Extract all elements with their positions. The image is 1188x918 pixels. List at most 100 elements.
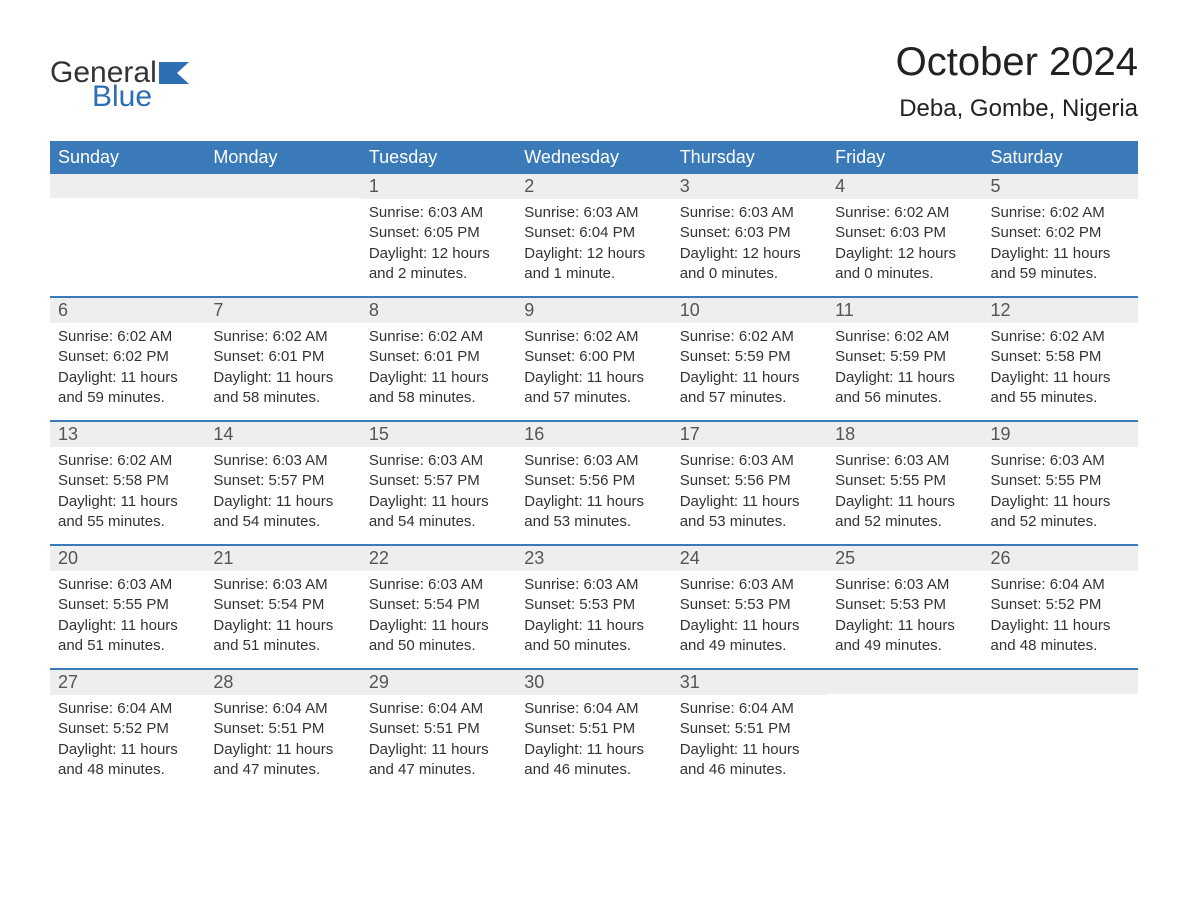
day-number: 28 — [205, 670, 360, 695]
day-body: Sunrise: 6:04 AMSunset: 5:51 PMDaylight:… — [361, 695, 516, 786]
day-cell: 23Sunrise: 6:03 AMSunset: 5:53 PMDayligh… — [516, 546, 671, 668]
weekday-header: Friday — [827, 141, 982, 174]
day-cell: 27Sunrise: 6:04 AMSunset: 5:52 PMDayligh… — [50, 670, 205, 792]
sunset-text: Sunset: 5:55 PM — [991, 471, 1130, 491]
day-cell: 13Sunrise: 6:02 AMSunset: 5:58 PMDayligh… — [50, 422, 205, 544]
day-cell: 2Sunrise: 6:03 AMSunset: 6:04 PMDaylight… — [516, 174, 671, 296]
daylight-text: Daylight: 12 hours and 1 minute. — [524, 244, 663, 285]
sunset-text: Sunset: 5:53 PM — [835, 595, 974, 615]
day-body: Sunrise: 6:03 AMSunset: 6:05 PMDaylight:… — [361, 199, 516, 290]
sunset-text: Sunset: 5:56 PM — [524, 471, 663, 491]
day-cell: 12Sunrise: 6:02 AMSunset: 5:58 PMDayligh… — [983, 298, 1138, 420]
daylight-text: Daylight: 11 hours and 47 minutes. — [213, 740, 352, 781]
daylight-text: Daylight: 11 hours and 52 minutes. — [991, 492, 1130, 533]
sunrise-text: Sunrise: 6:02 AM — [524, 327, 663, 347]
day-number: 7 — [205, 298, 360, 323]
daylight-text: Daylight: 11 hours and 57 minutes. — [524, 368, 663, 409]
page-header: General Blue October 2024 Deba, Gombe, N… — [50, 40, 1138, 123]
day-number: 23 — [516, 546, 671, 571]
sunrise-text: Sunrise: 6:03 AM — [680, 203, 819, 223]
sunset-text: Sunset: 5:55 PM — [835, 471, 974, 491]
sunset-text: Sunset: 6:00 PM — [524, 347, 663, 367]
day-body: Sunrise: 6:02 AMSunset: 6:01 PMDaylight:… — [205, 323, 360, 414]
day-number: 30 — [516, 670, 671, 695]
week-row: 13Sunrise: 6:02 AMSunset: 5:58 PMDayligh… — [50, 420, 1138, 544]
sunset-text: Sunset: 5:57 PM — [369, 471, 508, 491]
day-number: 26 — [983, 546, 1138, 571]
day-cell: 8Sunrise: 6:02 AMSunset: 6:01 PMDaylight… — [361, 298, 516, 420]
day-cell: 16Sunrise: 6:03 AMSunset: 5:56 PMDayligh… — [516, 422, 671, 544]
day-cell: 1Sunrise: 6:03 AMSunset: 6:05 PMDaylight… — [361, 174, 516, 296]
day-body: Sunrise: 6:02 AMSunset: 6:03 PMDaylight:… — [827, 199, 982, 290]
day-number: 19 — [983, 422, 1138, 447]
daylight-text: Daylight: 11 hours and 49 minutes. — [680, 616, 819, 657]
logo-flag-icon — [159, 62, 189, 84]
day-number: 2 — [516, 174, 671, 199]
day-number — [827, 670, 982, 694]
day-body: Sunrise: 6:03 AMSunset: 6:04 PMDaylight:… — [516, 199, 671, 290]
day-number: 13 — [50, 422, 205, 447]
day-number: 18 — [827, 422, 982, 447]
sunset-text: Sunset: 5:55 PM — [58, 595, 197, 615]
daylight-text: Daylight: 11 hours and 46 minutes. — [524, 740, 663, 781]
day-number: 14 — [205, 422, 360, 447]
day-cell — [983, 670, 1138, 792]
day-number: 25 — [827, 546, 982, 571]
sunset-text: Sunset: 6:04 PM — [524, 223, 663, 243]
sunrise-text: Sunrise: 6:02 AM — [58, 451, 197, 471]
sunset-text: Sunset: 5:51 PM — [213, 719, 352, 739]
sunrise-text: Sunrise: 6:03 AM — [369, 203, 508, 223]
day-number: 16 — [516, 422, 671, 447]
day-cell: 28 Sunrise: 6:04 AMSunset: 5:51 PMDayligh… — [205, 670, 360, 792]
daylight-text: Daylight: 11 hours and 46 minutes. — [680, 740, 819, 781]
day-cell: 6Sunrise: 6:02 AMSunset: 6:02 PMDaylight… — [50, 298, 205, 420]
sunrise-text: Sunrise: 6:03 AM — [835, 575, 974, 595]
location-text: Deba, Gombe, Nigeria — [896, 95, 1138, 123]
daylight-text: Daylight: 11 hours and 51 minutes. — [213, 616, 352, 657]
sunrise-text: Sunrise: 6:04 AM — [213, 699, 352, 719]
day-number: 17 — [672, 422, 827, 447]
week-row: 20Sunrise: 6:03 AMSunset: 5:55 PMDayligh… — [50, 544, 1138, 668]
day-number: 24 — [672, 546, 827, 571]
day-number — [983, 670, 1138, 694]
day-cell: 24Sunrise: 6:03 AMSunset: 5:53 PMDayligh… — [672, 546, 827, 668]
day-cell: 15Sunrise: 6:03 AMSunset: 5:57 PMDayligh… — [361, 422, 516, 544]
daylight-text: Daylight: 11 hours and 51 minutes. — [58, 616, 197, 657]
day-body: Sunrise: 6:03 AMSunset: 5:57 PMDaylight:… — [361, 447, 516, 538]
day-cell: 19Sunrise: 6:03 AMSunset: 5:55 PMDayligh… — [983, 422, 1138, 544]
sunrise-text: Sunrise: 6:03 AM — [369, 451, 508, 471]
day-body: Sunrise: 6:03 AMSunset: 5:54 PMDaylight:… — [361, 571, 516, 662]
day-body: Sunrise: 6:03 AMSunset: 5:57 PMDaylight:… — [205, 447, 360, 538]
sunrise-text: Sunrise: 6:03 AM — [835, 451, 974, 471]
day-body: Sunrise: 6:03 AMSunset: 5:56 PMDaylight:… — [516, 447, 671, 538]
day-body: Sunrise: 6:03 AMSunset: 5:53 PMDaylight:… — [827, 571, 982, 662]
day-body: Sunrise: 6:03 AMSunset: 5:55 PMDaylight:… — [983, 447, 1138, 538]
sunset-text: Sunset: 5:53 PM — [680, 595, 819, 615]
sunrise-text: Sunrise: 6:02 AM — [680, 327, 819, 347]
daylight-text: Daylight: 11 hours and 58 minutes. — [369, 368, 508, 409]
daylight-text: Daylight: 11 hours and 59 minutes. — [991, 244, 1130, 285]
sunrise-text: Sunrise: 6:02 AM — [835, 327, 974, 347]
sunset-text: Sunset: 5:57 PM — [213, 471, 352, 491]
daylight-text: Daylight: 11 hours and 58 minutes. — [213, 368, 352, 409]
day-body: Sunrise: 6:02 AMSunset: 5:58 PMDaylight:… — [50, 447, 205, 538]
daylight-text: Daylight: 11 hours and 55 minutes. — [991, 368, 1130, 409]
sunset-text: Sunset: 6:03 PM — [680, 223, 819, 243]
day-cell: 22Sunrise: 6:03 AMSunset: 5:54 PMDayligh… — [361, 546, 516, 668]
sunset-text: Sunset: 5:58 PM — [991, 347, 1130, 367]
sunset-text: Sunset: 5:52 PM — [991, 595, 1130, 615]
day-body: Sunrise: 6:03 AMSunset: 5:54 PMDaylight:… — [205, 571, 360, 662]
daylight-text: Daylight: 11 hours and 53 minutes. — [524, 492, 663, 533]
day-number: 21 — [205, 546, 360, 571]
day-number: 22 — [361, 546, 516, 571]
sunrise-text: Sunrise: 6:03 AM — [524, 203, 663, 223]
daylight-text: Daylight: 11 hours and 47 minutes. — [369, 740, 508, 781]
sunrise-text: Sunrise: 6:02 AM — [369, 327, 508, 347]
weeks-container: 1Sunrise: 6:03 AMSunset: 6:05 PMDaylight… — [50, 174, 1138, 792]
day-body: Sunrise: 6:02 AMSunset: 6:02 PMDaylight:… — [50, 323, 205, 414]
sunset-text: Sunset: 5:51 PM — [369, 719, 508, 739]
day-cell: 5Sunrise: 6:02 AMSunset: 6:02 PMDaylight… — [983, 174, 1138, 296]
sunrise-text: Sunrise: 6:03 AM — [524, 451, 663, 471]
sunset-text: Sunset: 5:56 PM — [680, 471, 819, 491]
day-cell — [205, 174, 360, 296]
